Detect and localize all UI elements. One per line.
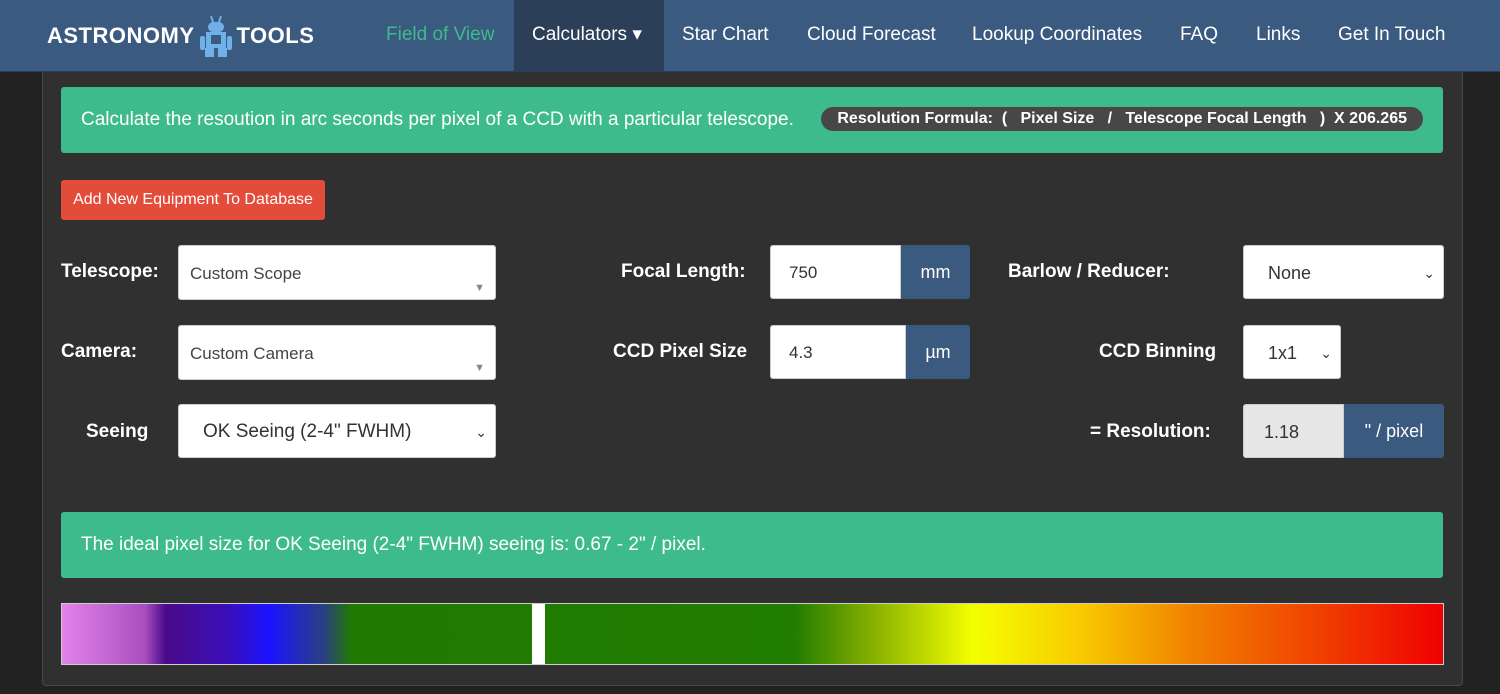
- top-navbar: ASTRONOMY TOOLS Field of View Calculator…: [0, 0, 1500, 72]
- resolution-marker: [531, 604, 545, 664]
- caret-down-icon: ▼: [474, 362, 485, 374]
- chevron-down-icon: ⌄: [1423, 265, 1435, 281]
- ideal-pixel-banner: The ideal pixel size for OK Seeing (2-4"…: [61, 512, 1443, 578]
- seeing-select[interactable]: OK Seeing (2-4" FWHM) ⌄: [178, 404, 496, 458]
- nav-calculators[interactable]: Calculators ▾: [514, 0, 664, 72]
- nav-links[interactable]: Links: [1256, 24, 1301, 45]
- chevron-down-icon: ⌄: [1320, 345, 1332, 361]
- add-equipment-button[interactable]: Add New Equipment To Database: [61, 180, 325, 220]
- pixel-size-unit: µm: [906, 325, 970, 379]
- nav-faq[interactable]: FAQ: [1180, 24, 1219, 45]
- binning-select[interactable]: 1x1 ⌄: [1243, 325, 1341, 379]
- barlow-select[interactable]: None ⌄: [1243, 245, 1444, 299]
- nav-field-of-view[interactable]: Field of View: [386, 24, 495, 45]
- camera-label: Camera:: [61, 341, 138, 362]
- focal-length-label: Focal Length:: [621, 261, 746, 282]
- site-logo[interactable]: ASTRONOMY TOOLS: [47, 14, 314, 58]
- resolution-output: 1.18: [1243, 404, 1344, 458]
- resolution-unit: " / pixel: [1344, 404, 1444, 458]
- intro-banner: Calculate the resoution in arc seconds p…: [61, 87, 1443, 153]
- nav-cloud-forecast[interactable]: Cloud Forecast: [807, 24, 936, 45]
- robot-logo-icon: [199, 15, 232, 57]
- telescope-select[interactable]: Custom Scope ▼: [178, 245, 496, 300]
- nav-lookup-coordinates[interactable]: Lookup Coordinates: [972, 24, 1143, 45]
- telescope-value: Custom Scope: [190, 264, 302, 283]
- pixel-size-label: CCD Pixel Size: [613, 341, 748, 362]
- barlow-label: Barlow / Reducer:: [1008, 261, 1170, 282]
- pixel-size-input[interactable]: 4.3: [770, 325, 906, 379]
- formula-pill: Resolution Formula: ( Pixel Size / Teles…: [821, 107, 1423, 131]
- barlow-value: None: [1268, 263, 1312, 283]
- focal-length-input[interactable]: 750: [770, 245, 901, 299]
- logo-text-right: TOOLS: [236, 23, 315, 48]
- nav-get-in-touch[interactable]: Get In Touch: [1338, 24, 1446, 45]
- seeing-value: OK Seeing (2-4" FWHM): [203, 421, 412, 442]
- caret-down-icon: ▼: [474, 282, 485, 294]
- ideal-pixel-text: The ideal pixel size for OK Seeing (2-4"…: [81, 534, 706, 555]
- camera-select[interactable]: Custom Camera ▼: [178, 325, 496, 380]
- intro-text: Calculate the resoution in arc seconds p…: [81, 109, 794, 130]
- binning-value: 1x1: [1268, 343, 1298, 363]
- logo-text-left: ASTRONOMY: [47, 23, 195, 48]
- telescope-label: Telescope:: [61, 261, 159, 282]
- binning-label: CCD Binning: [1099, 341, 1217, 362]
- seeing-label: Seeing: [86, 421, 149, 442]
- nav-star-chart[interactable]: Star Chart: [682, 24, 769, 45]
- camera-value: Custom Camera: [190, 344, 314, 363]
- resolution-spectrum-bar: [61, 603, 1444, 665]
- focal-length-unit: mm: [901, 245, 970, 299]
- chevron-down-icon: ⌄: [475, 424, 487, 440]
- resolution-label: = Resolution:: [1090, 421, 1211, 442]
